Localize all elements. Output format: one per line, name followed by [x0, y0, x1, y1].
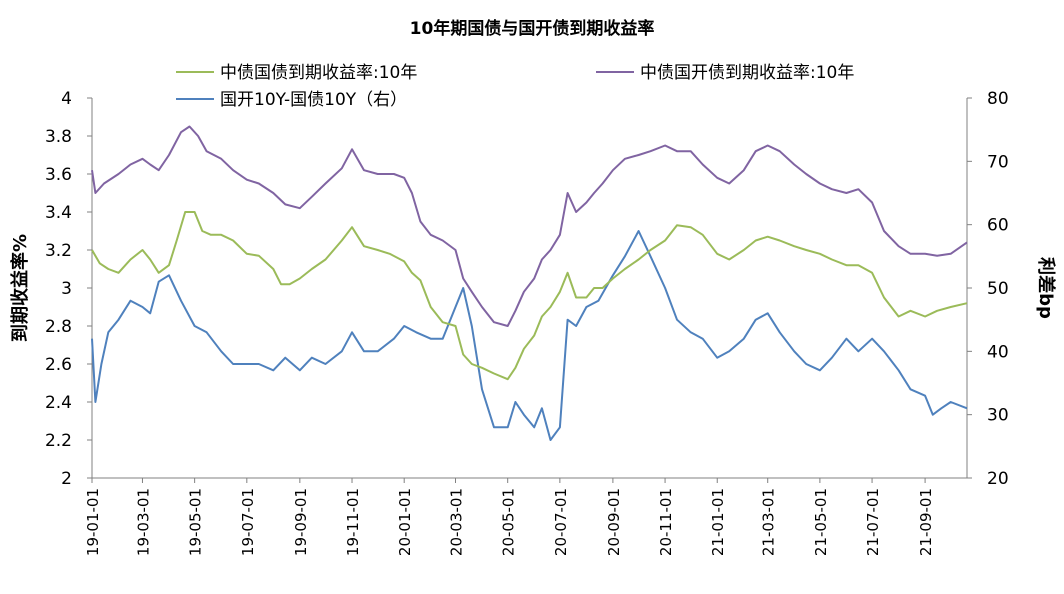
legend-label-spread: 国开10Y-国债10Y（右） — [220, 90, 407, 110]
legend-label-cgb: 中债国债到期收益率:10年 — [220, 63, 417, 83]
x-tick-label: 20-05-01 — [500, 488, 518, 556]
x-tick-label: 19-05-01 — [187, 488, 205, 556]
x-tick-label: 21-09-01 — [917, 488, 935, 556]
y-axis-right-ticks: 20 30 40 50 60 70 80 — [967, 89, 1009, 489]
y-axis-right-label: 利差bp — [1035, 257, 1057, 319]
x-tick-label: 21-07-01 — [864, 488, 882, 556]
y-axis-left-label: 到期收益率% — [9, 234, 31, 342]
y-axis-left-ticks: 2 2.2 2.4 2.6 2.8 3 3.2 3.4 3.6 3.8 4 — [45, 89, 92, 489]
y-right-tick-label: 40 — [987, 342, 1009, 362]
x-tick-label: 19-09-01 — [292, 488, 310, 556]
chart-title: 10年期国债与国开债到期收益率 — [410, 18, 655, 39]
legend-item-cdb[interactable]: 中债国开债到期收益率:10年 — [596, 63, 854, 83]
x-tick-label: 19-01-01 — [84, 488, 102, 556]
y-left-tick-label: 2.6 — [45, 355, 72, 375]
legend-label-cdb: 中债国开债到期收益率:10年 — [640, 63, 854, 83]
x-tick-label: 21-01-01 — [709, 488, 727, 556]
y-left-tick-label: 4 — [61, 89, 72, 109]
y-left-tick-label: 3.8 — [45, 127, 72, 147]
x-axis-ticks: 19-01-01 19-03-01 19-05-01 19-07-01 19-09-01… — [84, 478, 935, 556]
x-tick-label: 19-07-01 — [239, 488, 257, 556]
x-tick-label: 19-11-01 — [344, 488, 362, 556]
x-tick-label: 21-05-01 — [812, 488, 830, 556]
y-left-tick-label: 3.4 — [45, 203, 72, 223]
x-tick-label: 20-03-01 — [448, 488, 466, 556]
series-layer — [91, 125, 968, 441]
y-left-tick-label: 3.6 — [45, 165, 72, 185]
y-left-tick-label: 2.8 — [45, 317, 72, 337]
y-right-tick-label: 60 — [987, 216, 1009, 236]
y-left-tick-label: 2 — [61, 469, 72, 489]
y-left-tick-label: 3 — [61, 279, 72, 299]
y-right-tick-label: 30 — [987, 406, 1009, 426]
y-right-tick-label: 80 — [987, 89, 1009, 109]
y-right-tick-label: 20 — [987, 469, 1009, 489]
x-tick-label: 20-07-01 — [552, 488, 570, 556]
y-left-tick-label: 3.2 — [45, 241, 72, 261]
x-tick-label: 19-03-01 — [134, 488, 152, 556]
x-tick-label: 20-09-01 — [605, 488, 623, 556]
y-right-tick-label: 50 — [987, 279, 1009, 299]
y-left-tick-label: 2.4 — [45, 393, 72, 413]
legend: 中债国债到期收益率:10年 中债国开债到期收益率:10年 国开10Y-国债10Y… — [176, 63, 854, 110]
x-tick-label: 20-01-01 — [396, 488, 414, 556]
series-line-2 — [91, 230, 968, 441]
x-tick-label: 21-03-01 — [760, 488, 778, 556]
legend-item-cgb[interactable]: 中债国债到期收益率:10年 — [176, 63, 417, 83]
y-left-tick-label: 2.2 — [45, 431, 72, 451]
legend-item-spread[interactable]: 国开10Y-国债10Y（右） — [176, 90, 407, 110]
x-tick-label: 20-11-01 — [657, 488, 675, 556]
series-line-0 — [91, 211, 968, 381]
series-line-1 — [91, 125, 968, 327]
y-right-tick-label: 70 — [987, 152, 1009, 172]
